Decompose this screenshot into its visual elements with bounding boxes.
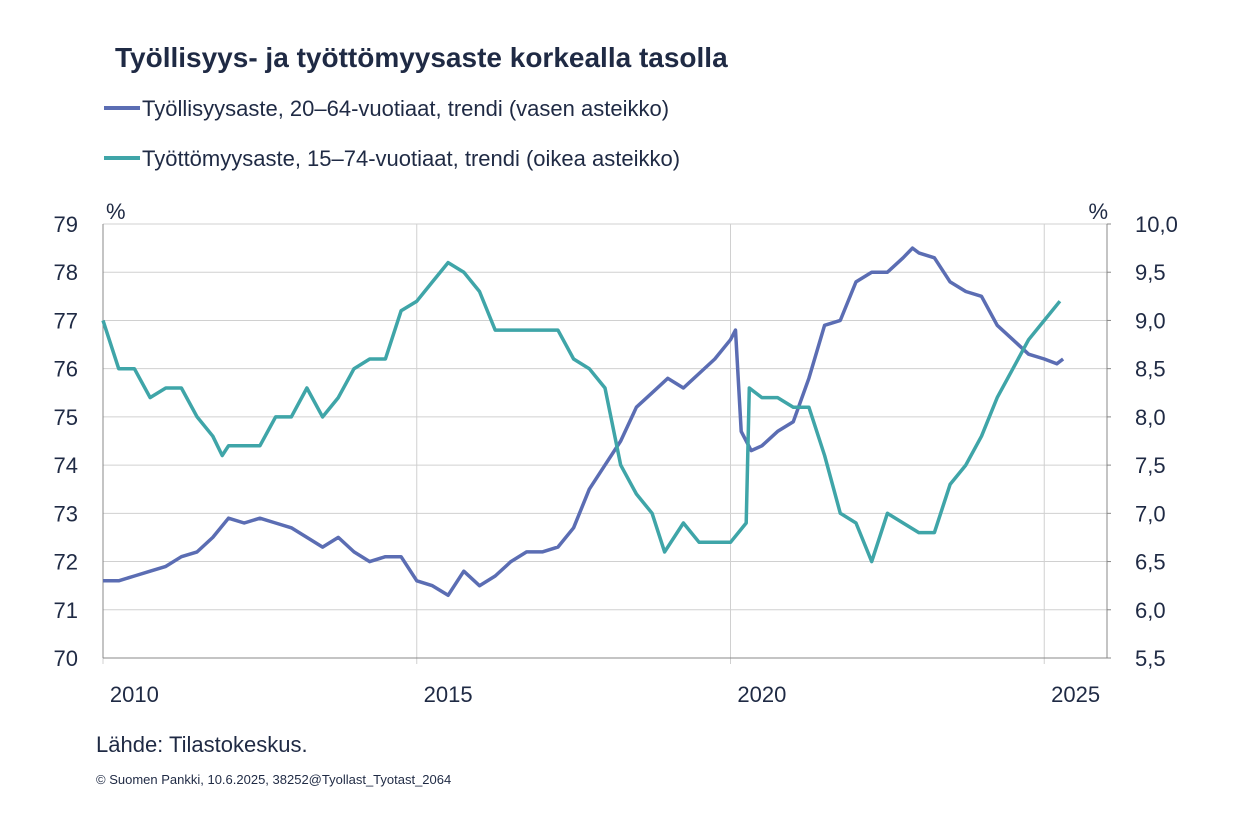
y-tick-label: 77 (54, 308, 78, 333)
series-line (101, 260, 1062, 564)
y2-tick-label: 6,5 (1135, 550, 1166, 575)
y-tick-label: 72 (54, 550, 78, 575)
chart-title: Työllisyys- ja työttömyysaste korkealla … (115, 42, 728, 73)
legend-label: Työllisyysaste, 20–64-vuotiaat, trendi (… (142, 96, 669, 121)
source: Lähde: Tilastokeskus. (96, 732, 308, 757)
x-tick-label: 2015 (424, 682, 473, 707)
y2-tick-label: 6,0 (1135, 598, 1166, 623)
y2-tick-label: 9,0 (1135, 308, 1166, 333)
x-tick-label: 2025 (1051, 682, 1100, 707)
y2-tick-label: 5,5 (1135, 646, 1166, 671)
y2-tick-label: 9,5 (1135, 260, 1166, 285)
y-tick-label: 78 (54, 260, 78, 285)
series-line (103, 246, 1065, 598)
y2-tick-label: 8,5 (1135, 357, 1166, 382)
y-tick-label: 76 (54, 357, 78, 382)
y-tick-label: 73 (54, 501, 78, 526)
y2-tick-label: 7,0 (1135, 501, 1166, 526)
y-tick-label: 70 (54, 646, 78, 671)
y2-axis-label: % (1088, 199, 1108, 224)
y2-tick-label: 8,0 (1135, 405, 1166, 430)
x-tick-label: 2010 (110, 682, 159, 707)
y-axis-label: % (106, 199, 126, 224)
y-tick-label: 75 (54, 405, 78, 430)
y-tick-label: 71 (54, 598, 78, 623)
footer: © Suomen Pankki, 10.6.2025, 38252@Tyolla… (96, 772, 451, 787)
y-tick-label: 74 (54, 453, 78, 478)
x-tick-label: 2020 (737, 682, 786, 707)
y2-tick-label: 10,0 (1135, 212, 1178, 237)
legend-label: Työttömyysaste, 15–74-vuotiaat, trendi (… (142, 146, 680, 171)
y2-tick-label: 7,5 (1135, 453, 1166, 478)
y-tick-label: 79 (54, 212, 78, 237)
